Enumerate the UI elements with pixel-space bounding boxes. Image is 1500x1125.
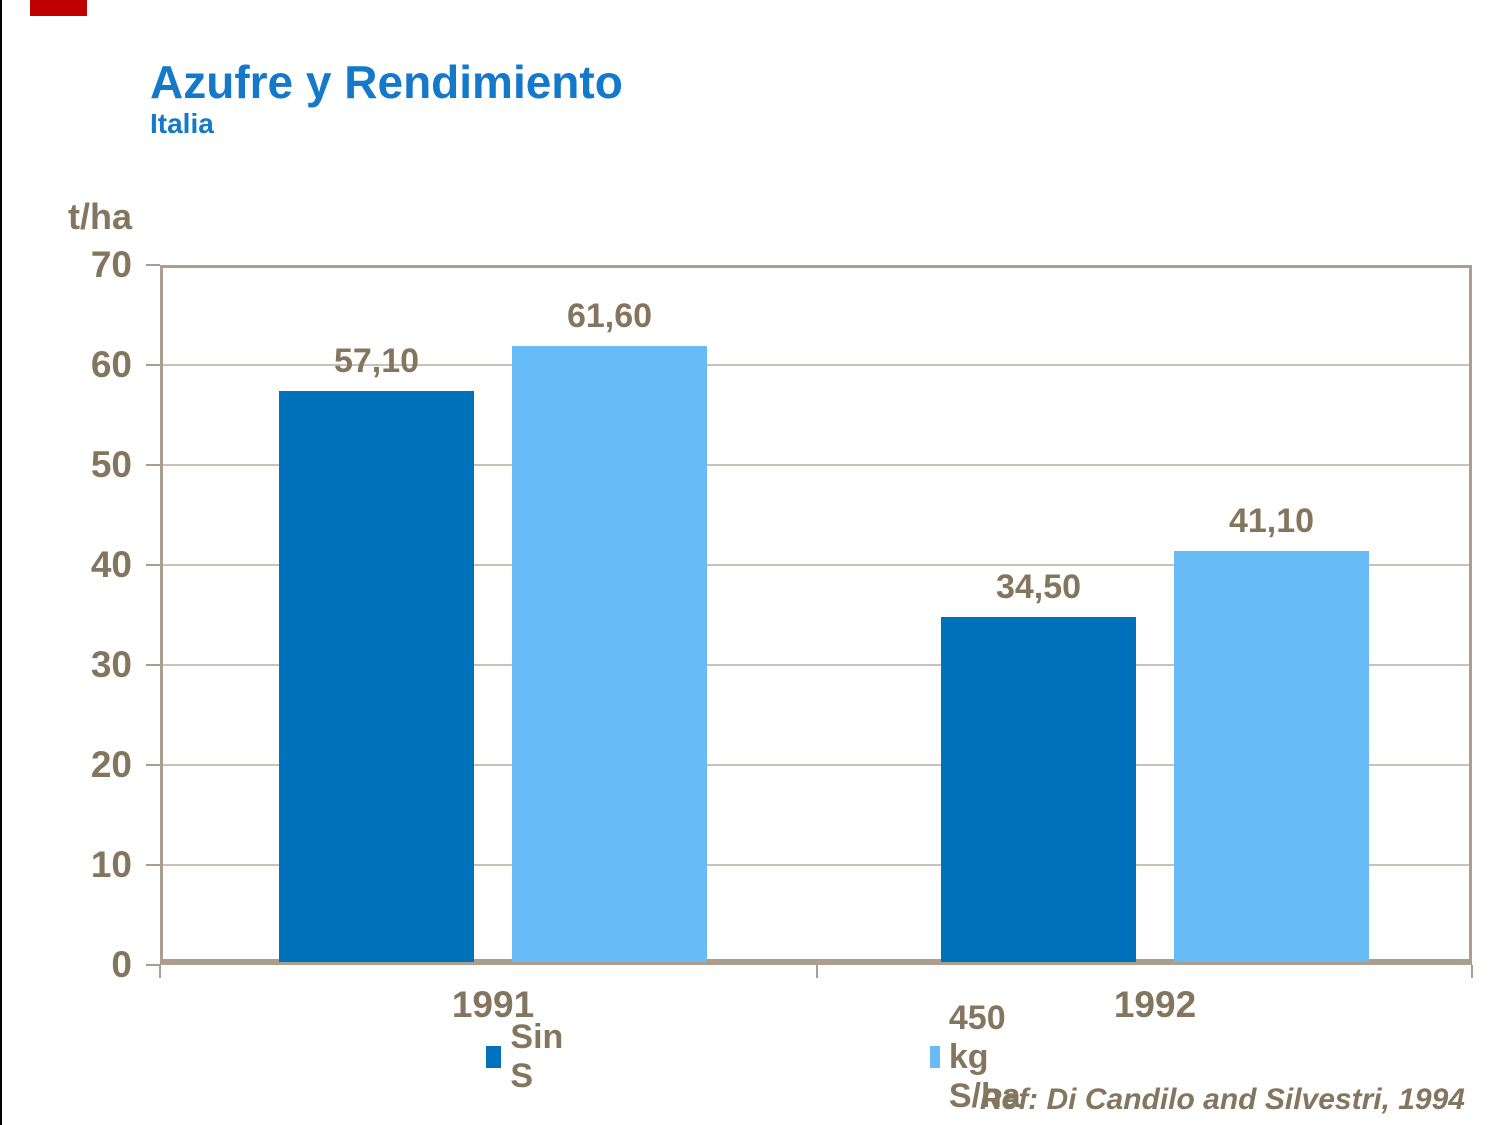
slide-subtitle: Italia [150,108,214,139]
legend-label: 450 kg S/ha [948,998,1021,1115]
x-axis-label-1991: 1991 [451,984,535,1025]
reference-text: Ref: Di Candilo and Silvestri, 1994 [979,1083,1465,1116]
x-axis-tick-2 [1471,965,1473,978]
y-axis-tick-20 [146,764,160,766]
y-axis-tick-40 [146,564,160,566]
slide-title: Azufre y Rendimiento [150,56,623,108]
y-axis-label-30: 30 [90,644,132,685]
accent-rectangle [30,0,87,16]
y-axis-tick-70 [146,264,160,266]
gridline-40 [163,564,1469,566]
x-axis-label-1992: 1992 [1113,984,1197,1025]
y-axis-label-40: 40 [90,544,132,585]
gridline-30 [163,664,1469,666]
gridline-10 [163,864,1469,866]
y-axis-tick-60 [146,364,160,366]
y-axis-label-50: 50 [90,444,132,485]
legend-label: Sin S [510,1018,564,1095]
x-axis-tick-0 [159,965,161,978]
legend-item-450-kg-s-ha: 450 kg S/ha [930,999,1033,1115]
y-axis-label-10: 10 [90,844,132,885]
y-axis-tick-30 [146,664,160,666]
legend-swatch-icon [930,1046,940,1068]
y-axis-tick-0 [146,964,160,966]
y-axis-tick-50 [146,464,160,466]
y-axis-tick-10 [146,864,160,866]
plot-area [160,265,1472,965]
gridline-50 [163,464,1469,466]
left-border-line [0,0,2,1125]
x-axis-tick-1 [816,965,818,978]
y-axis-label-60: 60 [90,344,132,385]
y-axis-label-0: 0 [111,944,132,985]
y-axis-label-70: 70 [90,244,132,285]
gridline-60 [163,364,1469,366]
legend-swatch-icon [486,1046,502,1068]
gridline-20 [163,764,1469,766]
y-axis-unit-label: t/ha [68,196,133,237]
legend-item-sin-s: Sin S [486,1018,570,1095]
y-axis-label-20: 20 [90,744,132,785]
